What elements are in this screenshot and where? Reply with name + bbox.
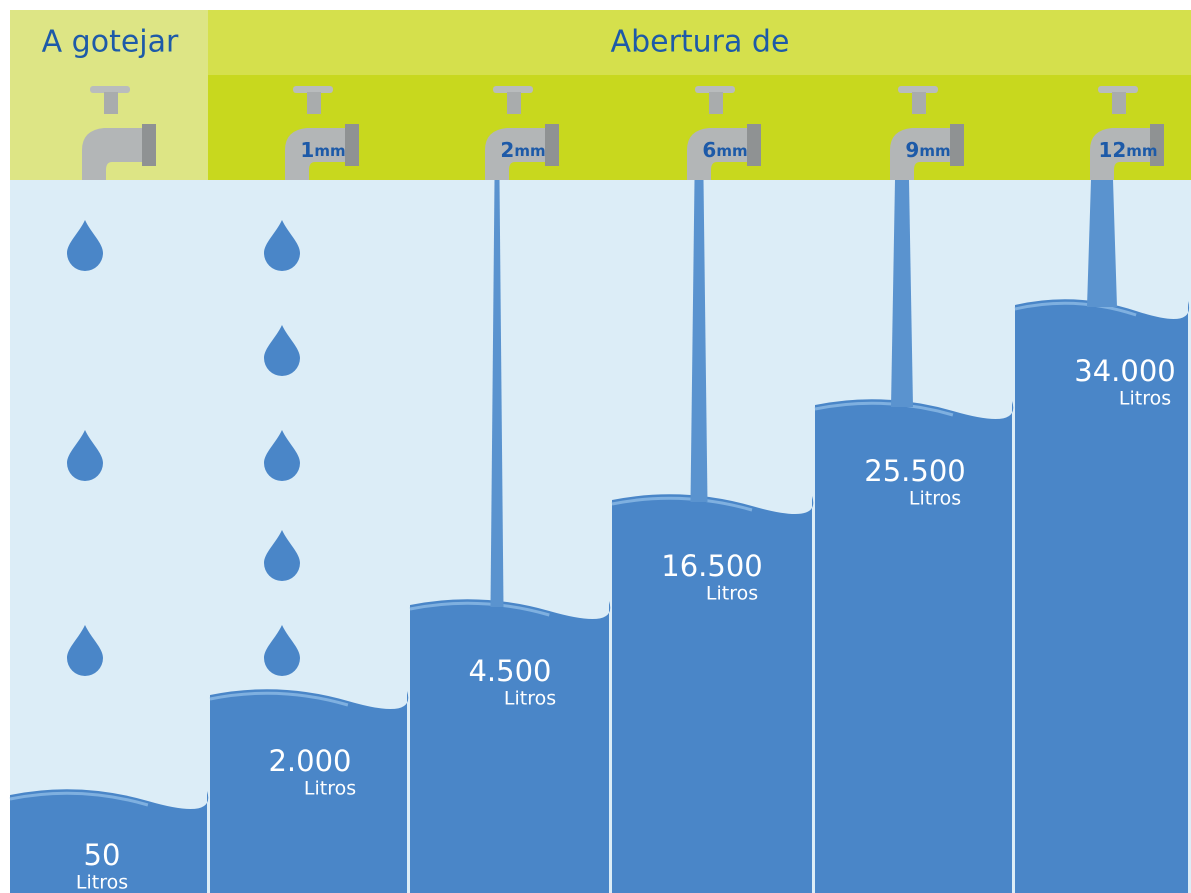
water-wave — [814, 401, 954, 417]
faucet-nut — [545, 124, 559, 166]
faucet-handle — [90, 86, 130, 93]
faucet-stem — [1112, 92, 1126, 114]
opening-title: Abertura de — [611, 25, 790, 60]
faucet-handle — [695, 86, 735, 93]
faucet-body — [485, 128, 549, 180]
faucet-nut — [142, 124, 156, 166]
amount: 2.000 — [268, 744, 351, 778]
opening-header-top — [208, 10, 1191, 75]
amount-unit: Litros — [706, 583, 758, 605]
amount-unit: Litros — [504, 688, 556, 710]
faucet-body — [890, 128, 954, 180]
opening-size: 2mm — [500, 138, 545, 162]
faucet-handle — [293, 86, 333, 93]
size-number: 1 — [300, 138, 314, 162]
amount: 25.500 — [864, 454, 965, 488]
water-drop — [264, 625, 300, 676]
faucet-nut — [345, 124, 359, 166]
water-drop — [264, 530, 300, 581]
amount-unit: Litros — [1119, 388, 1171, 410]
water-wave — [209, 691, 349, 707]
water-stream — [1087, 180, 1117, 307]
faucet-nut — [950, 124, 964, 166]
water-stream — [891, 180, 913, 407]
size-unit: mm — [514, 142, 545, 160]
faucet-body — [687, 128, 751, 180]
amount: 16.500 — [661, 549, 762, 583]
size-unit: mm — [716, 142, 747, 160]
faucet-stem — [709, 92, 723, 114]
water-level — [210, 689, 409, 893]
size-number: 6 — [702, 138, 716, 162]
water-wave — [9, 791, 149, 807]
drip-title: A gotejar — [42, 25, 179, 60]
opening-size: 6mm — [702, 138, 747, 162]
faucet-stem — [307, 92, 321, 114]
opening-size: 9mm — [905, 138, 950, 162]
faucet — [285, 86, 359, 180]
faucet-body — [285, 128, 349, 180]
faucet-body — [82, 128, 146, 180]
faucet — [82, 86, 156, 180]
water-level — [612, 494, 814, 893]
water-wave — [611, 496, 753, 512]
water-level — [410, 599, 611, 893]
amount: 4.500 — [468, 654, 551, 688]
faucet-handle — [1098, 86, 1138, 93]
faucet-nut — [747, 124, 761, 166]
faucet-handle — [493, 86, 533, 93]
size-unit: mm — [919, 142, 950, 160]
faucet — [687, 86, 761, 180]
water-wave — [1014, 301, 1137, 317]
water-level — [1015, 299, 1190, 893]
water-stream — [490, 180, 504, 607]
amount: 50 — [84, 838, 121, 872]
water-stream — [690, 180, 708, 502]
amount-unit: Litros — [304, 778, 356, 800]
faucet — [485, 86, 559, 180]
water-level — [10, 789, 209, 893]
water-drop — [67, 625, 103, 676]
size-unit: mm — [314, 142, 345, 160]
faucet-stem — [912, 92, 926, 114]
water-drop — [67, 220, 103, 271]
faucet-stem — [104, 92, 118, 114]
faucet — [890, 86, 964, 180]
faucet-handle — [898, 86, 938, 93]
size-number: 12 — [1098, 138, 1126, 162]
size-number: 2 — [500, 138, 514, 162]
opening-size: 1mm — [300, 138, 345, 162]
amount-unit: Litros — [909, 488, 961, 510]
size-number: 9 — [905, 138, 919, 162]
water-drop — [264, 220, 300, 271]
faucet-stem — [507, 92, 521, 114]
opening-size: 12mm — [1098, 138, 1157, 162]
amount: 34.000 — [1074, 354, 1175, 388]
water-drop — [264, 325, 300, 376]
water-level — [815, 399, 1014, 893]
size-unit: mm — [1126, 142, 1157, 160]
faucet-body — [1090, 128, 1154, 180]
water-drop — [67, 430, 103, 481]
amount-unit: Litros — [76, 872, 128, 893]
faucet — [1090, 86, 1164, 180]
water-wave — [409, 601, 550, 617]
water-drop — [264, 430, 300, 481]
faucet-nut — [1150, 124, 1164, 166]
